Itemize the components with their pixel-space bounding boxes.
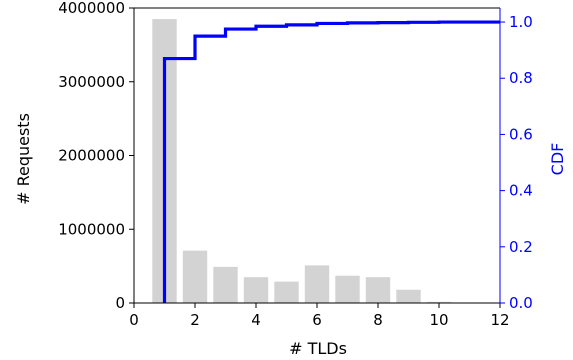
- y2-tick-label: 0.6: [509, 125, 533, 143]
- y-tick-label: 4000000: [58, 0, 125, 17]
- y2-tick-label: 0.2: [509, 238, 533, 256]
- y-tick-label: 0: [115, 294, 125, 312]
- bar-tld-2: [182, 250, 208, 303]
- y2-axis-label: CDF: [548, 143, 567, 176]
- y-tick-label: 1000000: [58, 220, 125, 238]
- axes: 0 2 4 6 8 10 12 0 1000000 2000000 3000000 4000000 0.…: [58, 0, 533, 329]
- x-tick-label: 10: [429, 311, 448, 329]
- y-axis-label: # Requests: [14, 113, 33, 205]
- x-tick-label: 2: [190, 311, 200, 329]
- bar-tld-5: [274, 281, 299, 303]
- bar-tld-6: [304, 265, 330, 303]
- y-tick-label: 3000000: [58, 73, 125, 91]
- bar-tld-3: [213, 266, 238, 303]
- y2-tick-label: 0.0: [509, 294, 533, 312]
- bar-tld-4: [243, 277, 269, 303]
- y2-tick-label: 0.8: [509, 69, 533, 87]
- bar-tld-8: [365, 277, 391, 303]
- y2-tick-label: 1.0: [509, 13, 533, 31]
- y2-tick-label: 0.4: [509, 182, 533, 200]
- cdf-series: [162, 20, 500, 303]
- x-tick-label: 8: [373, 311, 383, 329]
- bar-tld-9: [396, 289, 421, 303]
- x-tick-label: 4: [251, 311, 261, 329]
- x-tick-label: 0: [129, 311, 139, 329]
- x-tick-label: 6: [312, 311, 322, 329]
- bars: [152, 19, 482, 303]
- x-tick-label: 12: [490, 311, 509, 329]
- cdf-line: [162, 20, 500, 303]
- y-tick-label: 2000000: [58, 147, 125, 165]
- bar-tld-7: [335, 275, 360, 303]
- bar-tld-10: [426, 301, 452, 303]
- x-axis-label: # TLDs: [289, 339, 347, 358]
